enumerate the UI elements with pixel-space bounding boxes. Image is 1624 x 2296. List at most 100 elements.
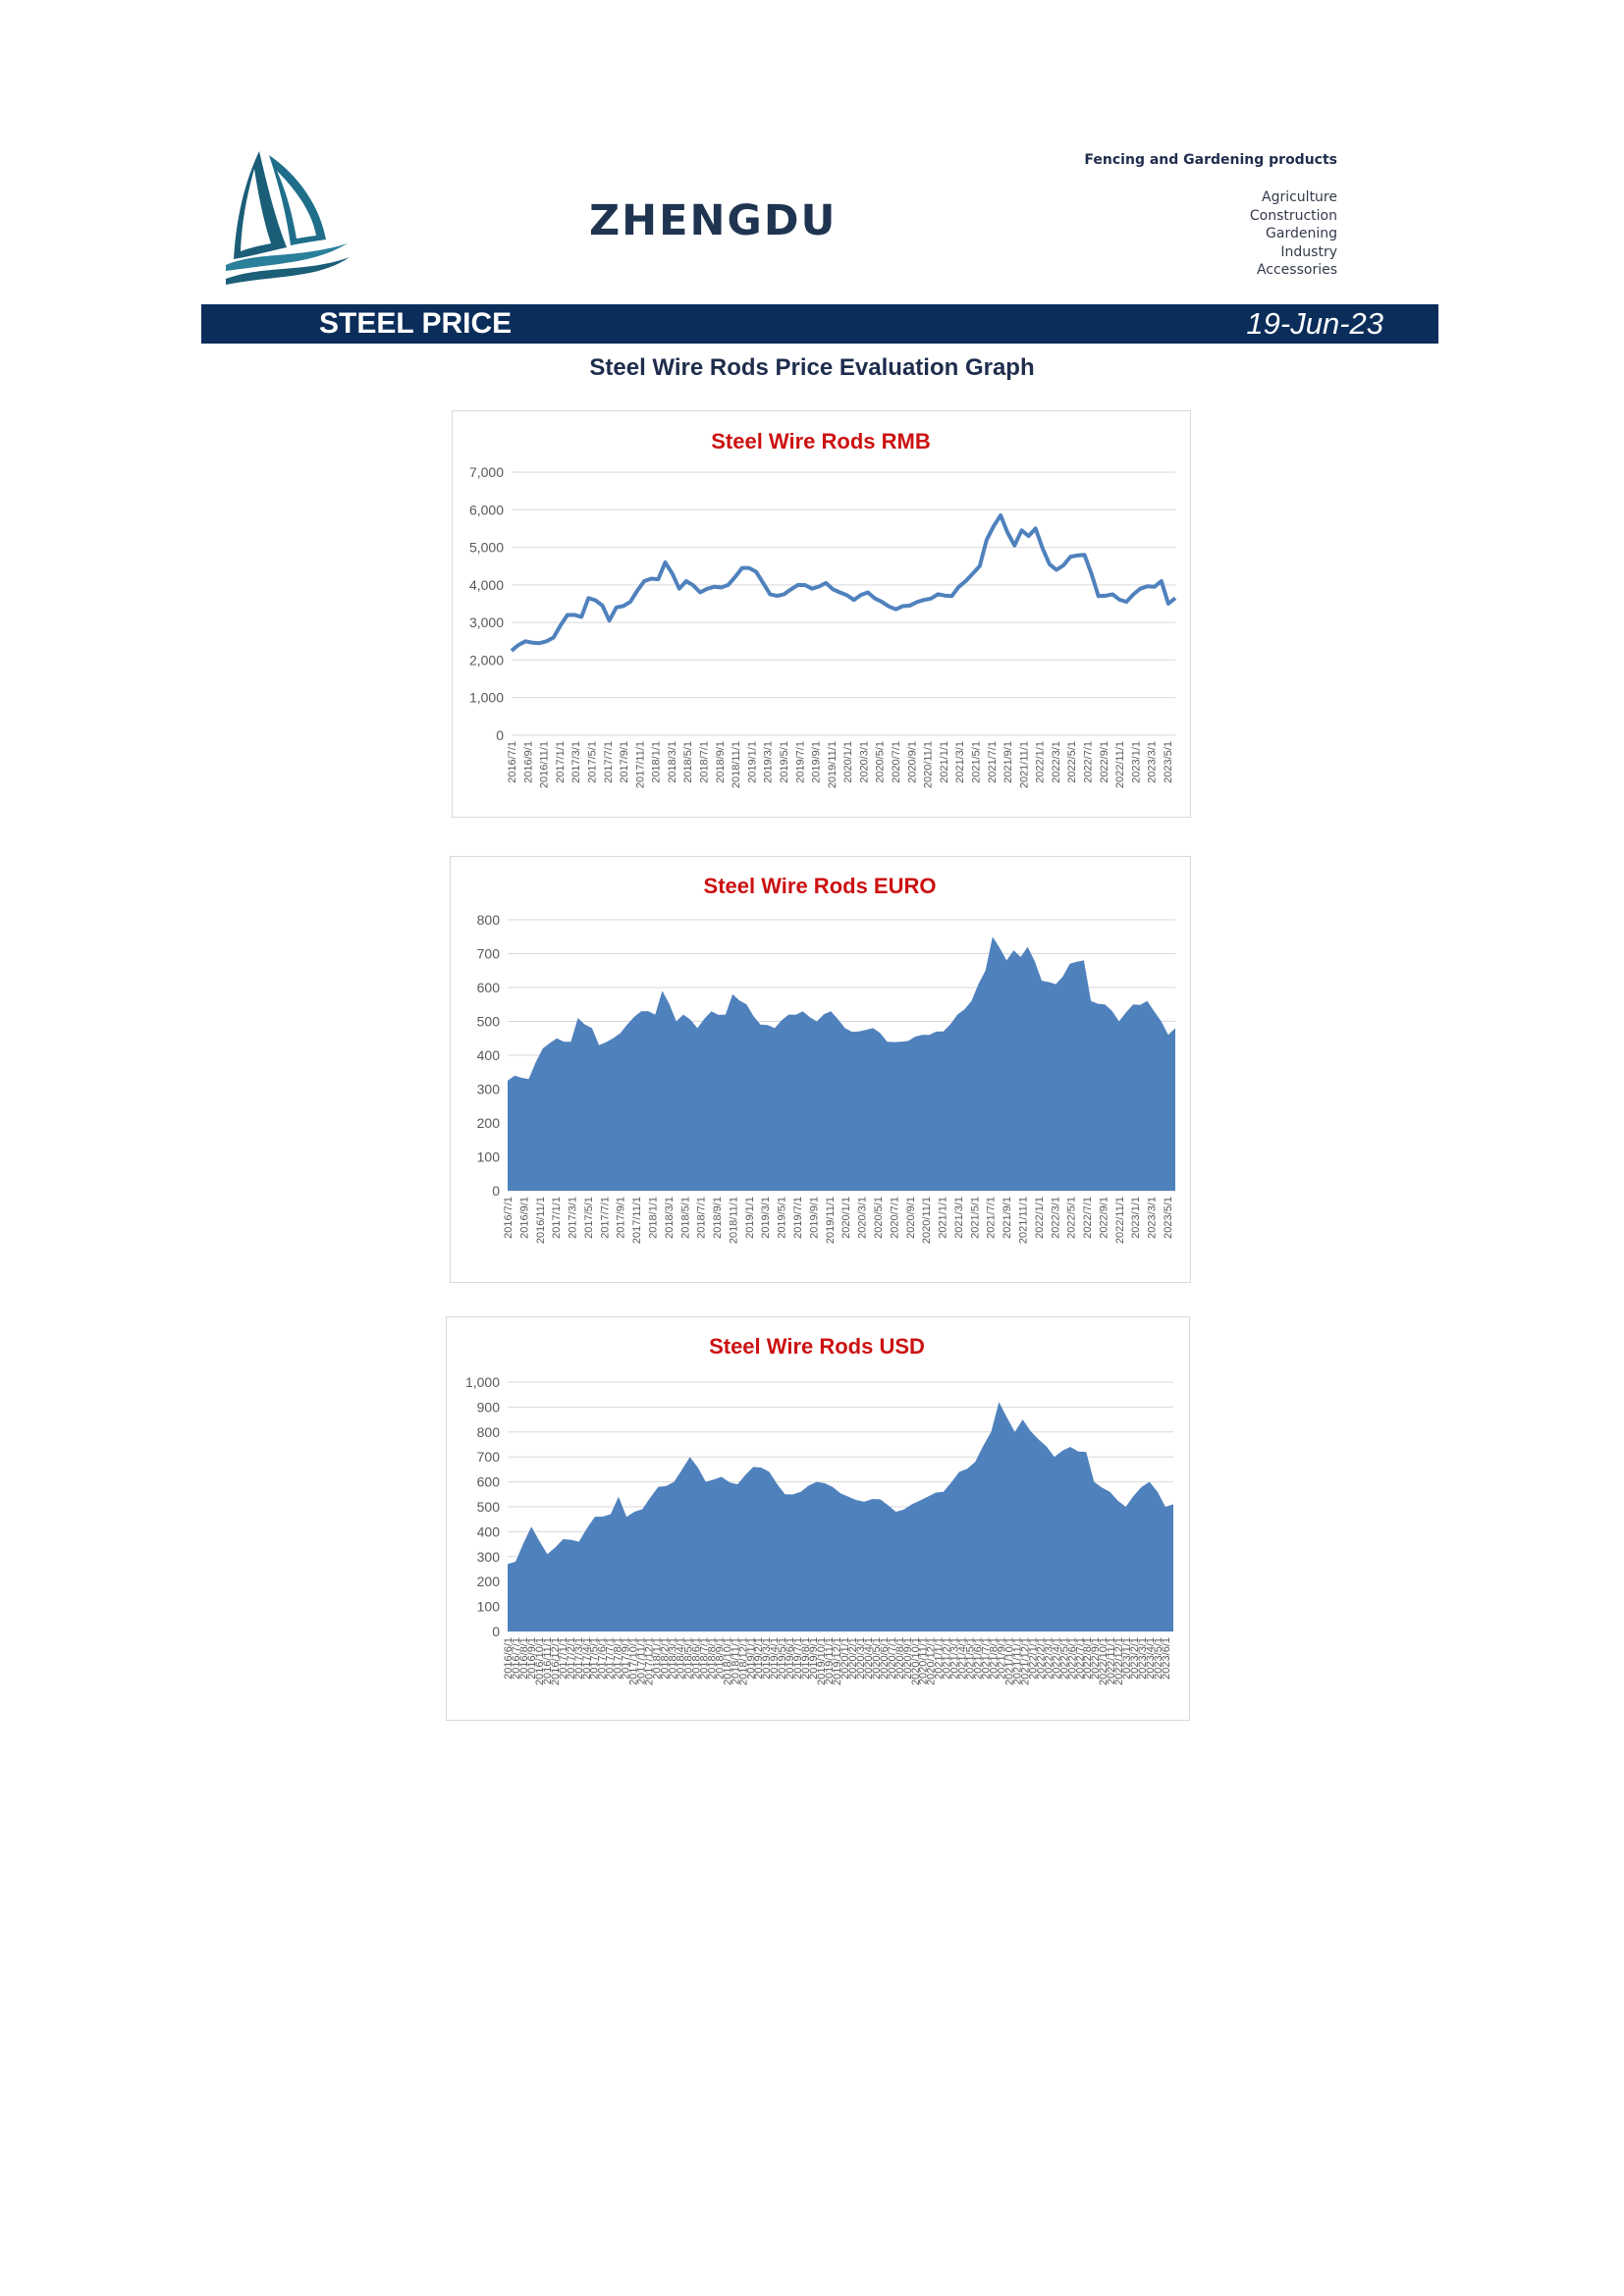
x-tick-label: 2021/3/1	[954, 741, 966, 783]
x-tick-label: 2021/9/1	[997, 1637, 1008, 1680]
x-tick-label: 2022/5/1	[1066, 741, 1078, 783]
y-tick-label: 400	[477, 1523, 501, 1539]
x-tick-label: 2016/9/1	[518, 1197, 530, 1239]
x-tick-label: 2020/11/1	[918, 1637, 930, 1684]
x-tick-label: 2019/5/1	[777, 1197, 788, 1239]
x-tick-label: 2017/3/1	[570, 741, 582, 783]
x-tick-label: 2022/7/1	[1082, 1197, 1094, 1239]
y-tick-label: 200	[477, 1115, 501, 1131]
x-tick-label: 2019/3/1	[761, 1637, 773, 1680]
y-tick-label: 600	[477, 980, 501, 995]
chart-title: Steel Wire Rods EURO	[704, 874, 937, 898]
x-tick-label: 2017/10/1	[628, 1637, 640, 1685]
x-tick-label: 2019/10/1	[816, 1637, 828, 1685]
x-tick-label: 2017/1/1	[551, 1197, 563, 1239]
x-tick-label: 2022/1/1	[1035, 741, 1047, 783]
x-tick-label: 2021/1/1	[934, 1637, 946, 1680]
x-tick-label: 2023/1/1	[1130, 1197, 1142, 1239]
x-tick-label: 2016/11/1	[535, 1197, 547, 1244]
x-tick-label: 2021/2/1	[942, 1637, 953, 1680]
sailboat-logo-icon	[226, 151, 350, 285]
x-tick-label: 2018/4/1	[676, 1637, 687, 1680]
x-tick-label: 2018/7/1	[698, 1637, 710, 1680]
x-tick-label: 2018/3/1	[664, 1197, 676, 1239]
x-tick-label: 2022/7/1	[1074, 1637, 1086, 1680]
x-tick-label: 2019/12/1	[832, 1637, 843, 1685]
x-tick-label: 2019/3/1	[763, 741, 775, 783]
x-tick-label: 2019/6/1	[785, 1637, 796, 1680]
y-tick-label: 400	[477, 1047, 501, 1063]
x-tick-label: 2018/6/1	[690, 1637, 702, 1680]
x-tick-label: 2019/11/1	[824, 1637, 836, 1684]
x-tick-label: 2019/4/1	[769, 1637, 781, 1680]
x-tick-label: 2023/1/1	[1130, 741, 1142, 783]
x-tick-label: 2017/9/1	[621, 1637, 632, 1680]
x-tick-label: 2020/7/1	[887, 1637, 898, 1680]
x-tick-label: 2016/11/1	[542, 1637, 554, 1684]
category-item: Gardening	[1266, 226, 1337, 241]
x-tick-label: 2018/8/1	[706, 1637, 718, 1680]
x-tick-label: 2017/5/1	[587, 741, 599, 783]
x-tick-label: 2019/1/1	[744, 1197, 756, 1239]
x-tick-label: 2021/3/1	[953, 1197, 965, 1239]
x-tick-label: 2016/8/1	[518, 1637, 530, 1680]
x-tick-label: 2018/3/1	[667, 741, 678, 783]
x-tick-label: 2018/7/1	[696, 1197, 708, 1239]
x-tick-label: 2023/5/1	[1153, 1637, 1164, 1680]
x-tick-label: 2022/3/1	[1050, 1197, 1061, 1239]
y-tick-label: 0	[492, 1183, 500, 1199]
x-tick-label: 2018/1/1	[652, 1637, 664, 1680]
x-tick-label: 2017/3/1	[568, 1197, 579, 1239]
x-tick-label: 2017/3/1	[573, 1637, 585, 1680]
series-line	[510, 513, 1177, 653]
x-tick-label: 2020/11/1	[923, 741, 935, 788]
x-tick-label: 2021/10/1	[1004, 1637, 1016, 1685]
x-tick-label: 2022/3/1	[1043, 1637, 1055, 1680]
y-tick-label: 1,000	[465, 1374, 500, 1390]
x-tick-label: 2021/7/1	[987, 741, 999, 783]
x-tick-label: 2020/3/1	[855, 1637, 867, 1680]
category-item: Accessories	[1256, 262, 1337, 278]
x-tick-label: 2021/5/1	[965, 1637, 977, 1680]
x-tick-label: 2018/12/1	[737, 1637, 749, 1685]
x-tick-label: 2023/5/1	[1163, 741, 1174, 783]
y-tick-label: 1,000	[469, 690, 504, 706]
x-tick-label: 2017/11/1	[634, 741, 646, 788]
x-tick-label: 2020/9/1	[906, 741, 918, 783]
y-tick-label: 900	[477, 1399, 501, 1415]
x-tick-label: 2016/7/1	[507, 741, 518, 783]
x-tick-label: 2018/9/1	[714, 1637, 726, 1680]
chart-euro-svg: Steel Wire Rods EURO 0 100 200 300 400 500 600…	[477, 874, 1175, 1244]
x-tick-label: 2021/11/1	[1018, 1197, 1030, 1244]
x-tick-label: 2021/4/1	[957, 1637, 969, 1680]
x-tick-label: 2022/9/1	[1099, 741, 1110, 783]
x-tick-label: 2021/9/1	[1001, 1197, 1013, 1239]
x-tick-label: 2023/5/1	[1163, 1197, 1174, 1239]
y-tick-label: 2,000	[469, 652, 504, 667]
x-tick-label: 2018/5/1	[682, 741, 694, 783]
x-tick-label: 2018/5/1	[679, 1197, 691, 1239]
x-tick-label: 2018/11/1	[731, 741, 742, 788]
y-tick-label: 600	[477, 1474, 501, 1490]
x-tick-label: 2017/7/1	[605, 1637, 617, 1680]
x-tick-label: 2020/4/1	[863, 1637, 875, 1680]
y-tick-label: 5,000	[469, 540, 504, 556]
x-tick-label: 2018/10/1	[722, 1637, 733, 1685]
chart-usd-svg: Steel Wire Rods USD 0 100 200 300 400 500 600 7…	[465, 1334, 1173, 1685]
y-tick-label: 100	[477, 1599, 501, 1615]
x-tick-label: 2019/7/1	[792, 1637, 804, 1680]
x-tick-label: 2017/11/1	[636, 1637, 648, 1684]
x-tick-label: 2017/12/1	[644, 1637, 656, 1685]
x-tick-label: 2019/7/1	[792, 1197, 804, 1239]
x-tick-label: 2016/11/1	[539, 741, 551, 788]
x-tick-label: 2017/9/1	[616, 1197, 627, 1239]
chart-usd: Steel Wire Rods USD 0 100 200 300 400 500 600 7…	[446, 1316, 1190, 1721]
title-banner: STEEL PRICE 19-Jun-23	[201, 304, 1438, 344]
category-item: Construction	[1249, 207, 1337, 224]
category-item: Industry	[1280, 243, 1337, 260]
x-tick-label: 2019/5/1	[777, 1637, 788, 1680]
banner-title: STEEL PRICE	[319, 307, 513, 340]
x-tick-label: 2020/3/1	[857, 1197, 869, 1239]
x-tick-label: 2023/3/1	[1147, 1197, 1159, 1239]
x-tick-label: 2018/9/1	[712, 1197, 724, 1239]
